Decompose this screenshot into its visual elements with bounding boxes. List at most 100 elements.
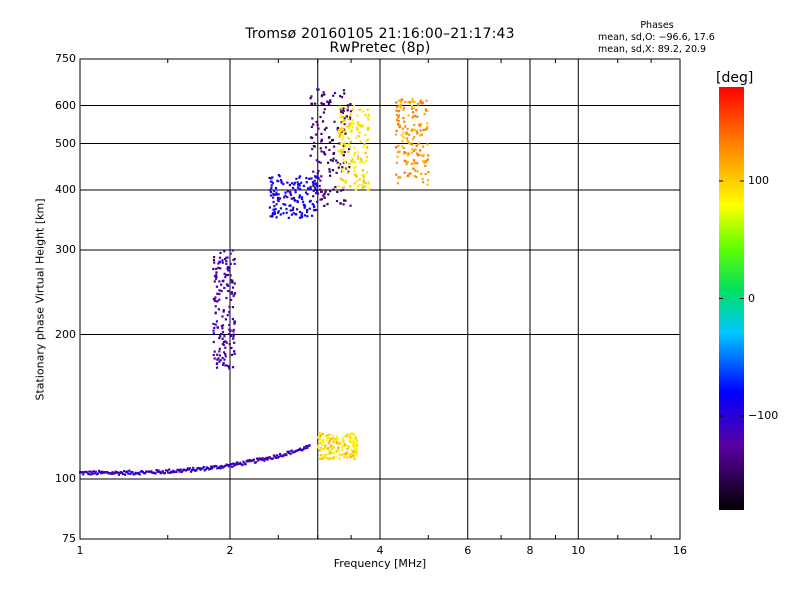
data-point <box>298 210 302 214</box>
data-point <box>341 108 344 111</box>
data-point <box>222 310 225 313</box>
data-point <box>361 186 364 189</box>
data-point <box>335 436 338 439</box>
data-point <box>227 290 230 293</box>
data-point <box>300 181 303 184</box>
data-point <box>365 139 368 142</box>
data-point <box>402 109 405 112</box>
data-point <box>366 126 369 129</box>
data-point <box>419 129 422 132</box>
data-point <box>395 129 398 132</box>
data-point <box>314 192 318 195</box>
data-point <box>329 99 332 102</box>
data-point <box>154 472 157 475</box>
data-point <box>319 115 322 119</box>
data-point <box>323 447 326 450</box>
data-point <box>401 98 404 101</box>
data-point <box>359 140 362 143</box>
data-point <box>233 257 236 261</box>
data-point <box>215 320 218 323</box>
data-point <box>336 190 339 194</box>
data-point <box>349 455 352 458</box>
data-point <box>339 116 342 119</box>
data-point <box>424 108 427 111</box>
data-point <box>215 362 218 366</box>
data-point <box>367 138 370 141</box>
data-point <box>316 200 319 203</box>
data-point <box>397 176 400 179</box>
data-point <box>308 177 311 180</box>
data-point <box>333 91 337 95</box>
y-tick-label: 100 <box>55 472 76 486</box>
data-point <box>366 108 369 111</box>
data-point <box>340 454 343 457</box>
data-point <box>218 360 221 363</box>
x-tick-label: 6 <box>464 544 472 557</box>
data-point <box>123 470 126 473</box>
y-axis-label: Stationary phase Virtual Height [km] <box>33 198 47 401</box>
data-point <box>221 261 224 264</box>
data-point <box>225 262 228 265</box>
data-point <box>364 113 367 117</box>
data-point <box>325 126 328 129</box>
data-point <box>224 346 227 349</box>
data-point <box>282 455 285 458</box>
data-point <box>411 100 414 103</box>
data-point <box>343 151 346 154</box>
data-point <box>410 151 413 154</box>
data-point <box>338 105 341 108</box>
data-point <box>324 189 327 192</box>
data-point <box>326 457 329 460</box>
data-point <box>312 123 315 126</box>
data-point <box>354 446 357 450</box>
data-point <box>332 452 335 455</box>
data-point <box>305 445 308 448</box>
data-point <box>352 439 355 442</box>
data-point <box>284 194 287 197</box>
data-point <box>350 122 353 125</box>
data-point <box>340 152 343 155</box>
data-point <box>312 189 315 192</box>
data-point <box>286 190 289 193</box>
data-point <box>327 101 330 104</box>
data-point <box>323 204 326 207</box>
data-point <box>407 154 410 157</box>
data-point <box>328 449 331 452</box>
data-point <box>348 117 351 121</box>
data-point <box>302 448 305 451</box>
data-point <box>341 134 344 137</box>
data-point <box>156 470 159 473</box>
data-point <box>328 170 331 173</box>
data-point <box>230 298 233 301</box>
data-point <box>331 139 334 142</box>
data-point <box>315 120 318 124</box>
data-point <box>286 181 289 184</box>
data-point <box>337 438 340 441</box>
data-point <box>357 135 360 138</box>
data-point <box>212 258 216 262</box>
data-point <box>328 458 331 461</box>
data-point <box>229 334 233 337</box>
data-point <box>273 212 276 216</box>
data-point <box>275 203 278 206</box>
data-point <box>356 129 359 132</box>
data-point <box>344 199 347 202</box>
data-point <box>319 434 322 437</box>
data-point <box>296 181 299 184</box>
data-point <box>317 88 320 91</box>
data-point <box>362 176 365 179</box>
data-point <box>338 453 341 456</box>
data-point <box>343 92 346 95</box>
data-point <box>231 366 235 369</box>
data-point <box>318 437 321 440</box>
data-point <box>92 470 95 473</box>
data-point <box>426 143 429 146</box>
data-point <box>408 133 411 136</box>
data-point <box>395 161 398 164</box>
data-point <box>289 209 292 212</box>
data-point <box>284 203 287 206</box>
data-point <box>408 141 411 144</box>
data-point <box>291 186 295 190</box>
data-point <box>398 126 401 129</box>
data-point <box>215 273 218 276</box>
